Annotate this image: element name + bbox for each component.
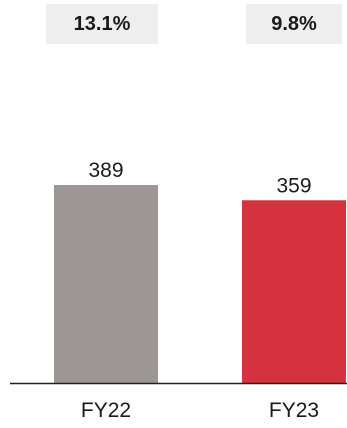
data-label: 359 <box>276 174 311 197</box>
margin-badge-label: 9.8% <box>271 12 317 35</box>
x-tick-label: FY22 <box>81 399 131 422</box>
margin-badge-fy22: 13.1% <box>46 4 158 44</box>
data-label: 389 <box>88 159 123 182</box>
bar-fy23 <box>242 200 346 383</box>
bar-fy22 <box>54 185 158 383</box>
x-tick-label: FY23 <box>269 399 319 422</box>
margin-badge-fy23: 9.8% <box>246 4 342 44</box>
margin-badge-label: 13.1% <box>73 12 131 35</box>
